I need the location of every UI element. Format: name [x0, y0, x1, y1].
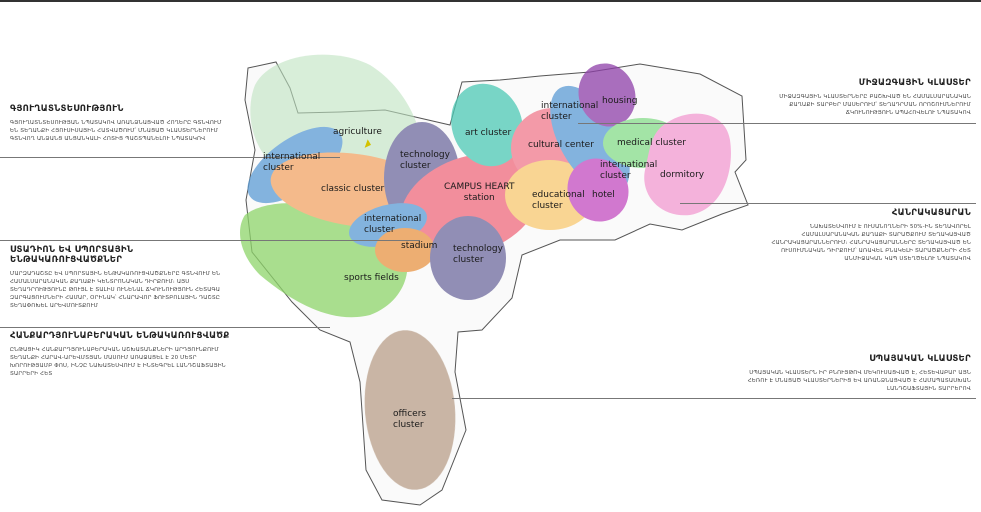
label-agriculture: agriculture — [333, 127, 382, 137]
section-body: ՆԱԽԱՏԵՍՎՈՒՄ Է ՈՒՍԱՆՈՂՆԵՐԻ 50%-ԻՆ ՏԵՂԱՎՈՐ… — [771, 224, 971, 262]
label-dormitory: dormitory — [660, 170, 705, 180]
label-international-cluster: international cluster — [600, 160, 658, 181]
label-art-cluster: art cluster — [465, 128, 512, 138]
label-medical-cluster: medical cluster — [617, 138, 686, 148]
label-hotel: hotel — [592, 190, 615, 200]
label-cultural-center: cultural center — [528, 140, 594, 150]
section-title: ՀԱՆՔԱՐԴՅՈՒՆԱԲԵՐԱԿԱՆ ԵՆԹԱԿԱՌՈՒՑՎԱԾՔ — [10, 331, 230, 341]
top-bar — [0, 0, 981, 2]
section-title: ՄԻՋԱԶԳԱՅԻՆ ԿԼԱՍՏԵՐ — [858, 78, 971, 88]
label-technology-cluster: technology cluster — [400, 150, 450, 171]
technology-cluster-bottom-zone — [430, 216, 506, 300]
divider — [680, 203, 976, 204]
label-classic-cluster: classic cluster — [321, 184, 385, 194]
section-title: ԳՅՈՒՂԱՏՆՏԵՍՈՒԹՅՈՒՆ — [10, 104, 124, 114]
section-title: ՍՏԱԴԻՈՆ ԵՎ ՍՊՈՐՏԱՅԻՆ ԵՆԹԱԿԱՌՈՒՑՎԱԾՔՆԵՐ — [10, 245, 134, 265]
label-international-cluster: international cluster — [263, 152, 321, 173]
section-body: ՄԻՋԱԶԳԱՅԻՆ ԿԼԱՍՏԵՐՆԵՐԸ ԲԱՇԽՎԱԾ ԵՆ ՀԱՄԱԼՍ… — [779, 94, 971, 116]
label-campus-heart: CAMPUS HEART station — [444, 182, 515, 203]
divider — [0, 327, 330, 328]
art-cluster-zone — [451, 83, 523, 167]
agriculture-description: ԳՅՈՒՂԱՏՆՏԵՍՈՒԹՅՈՒՆ ԳՅՈՒՂԱՏՆՏԵՍՈՒԹՅԱՆ ՆՊԱ… — [10, 104, 230, 143]
officers-cluster-zone — [364, 330, 456, 490]
divider — [452, 398, 976, 399]
campus-heart-zone — [400, 153, 540, 257]
label-international-cluster: international cluster — [364, 214, 422, 235]
dormitory-description: ՀԱՆՐԱԿԱՑԱՐԱՆ ՆԱԽԱՏԵՍՎՈՒՄ Է ՈՒՍԱՆՈՂՆԵՐԻ 5… — [766, 208, 971, 263]
stadium-description: ՍՏԱԴԻՈՆ ԵՎ ՍՊՈՐՏԱՅԻՆ ԵՆԹԱԿԱՌՈՒՑՎԱԾՔՆԵՐ Մ… — [10, 245, 238, 310]
section-title: ՀԱՆՐԱԿԱՑԱՐԱՆ — [891, 208, 971, 218]
officers-cluster-description: ՍՊԱՅԱԿԱՆ ԿԼԱՍՏԵՐ ՍՊԱՅԱԿԱՆ ԿԼԱՍՏԵՐՆ ԻՐ ԲՆ… — [746, 354, 971, 393]
label-stadium: stadium — [401, 241, 438, 251]
housing-zone — [578, 63, 636, 127]
divider — [0, 240, 420, 241]
label-educational-cluster: educational cluster — [532, 190, 585, 211]
divider — [578, 123, 976, 124]
mining-description: ՀԱՆՔԱՐԴՅՈՒՆԱԲԵՐԱԿԱՆ ԵՆԹԱԿԱՌՈՒՑՎԱԾՔ ԸՆԹԱՑ… — [10, 331, 238, 378]
dormitory-zone — [644, 113, 731, 216]
cluster-blobs — [240, 54, 731, 490]
section-body: ԸՆԹԱՑԻԿ ՀԱՆՔԱՐԴՅՈՒՆԱԲԵՐԱԿԱՆ ԱՇԽԱՏԱՆՔՆԵՐԻ… — [10, 347, 226, 377]
international-cluster-description: ՄԻՋԱԶԳԱՅԻՆ ԿԼԱՍՏԵՐ ՄԻՋԱԶԳԱՅԻՆ ԿԼԱՍՏԵՐՆԵՐ… — [766, 78, 971, 117]
section-title: ՍՊԱՅԱԿԱՆ ԿԼԱՍՏԵՐ — [869, 354, 971, 364]
section-body: ԳՅՈՒՂԱՏՆՏԵՍՈՒԹՅԱՆ ՆՊԱՏԱԿՈՎ ԱՌԱՆՁՆԱՑՎԱԾ Հ… — [10, 120, 222, 142]
label-technology-cluster: technology cluster — [453, 244, 503, 265]
label-sports-fields: sports fields — [344, 273, 399, 283]
label-international-cluster: international cluster — [541, 101, 599, 122]
stadium-zone — [375, 228, 435, 272]
section-body: ՄԱՐԶԱԴԱՇՏԸ ԵՎ ՍՊՈՐՏԱՅԻՆ ԵՆԹԱԿԱՌՈՒՑՎԱԾՔՆԵ… — [10, 271, 221, 309]
label-officers-cluster: officers cluster — [393, 409, 427, 430]
hotel-zone — [567, 158, 629, 222]
section-body: ՍՊԱՅԱԿԱՆ ԿԼԱՍՏԵՐՆ ԻՐ ԲՆՈՒՅԹՈՎ ՄԵԿՈՒՍԱՑՎԱ… — [747, 370, 971, 392]
divider — [0, 157, 340, 158]
label-housing: housing — [602, 96, 638, 106]
